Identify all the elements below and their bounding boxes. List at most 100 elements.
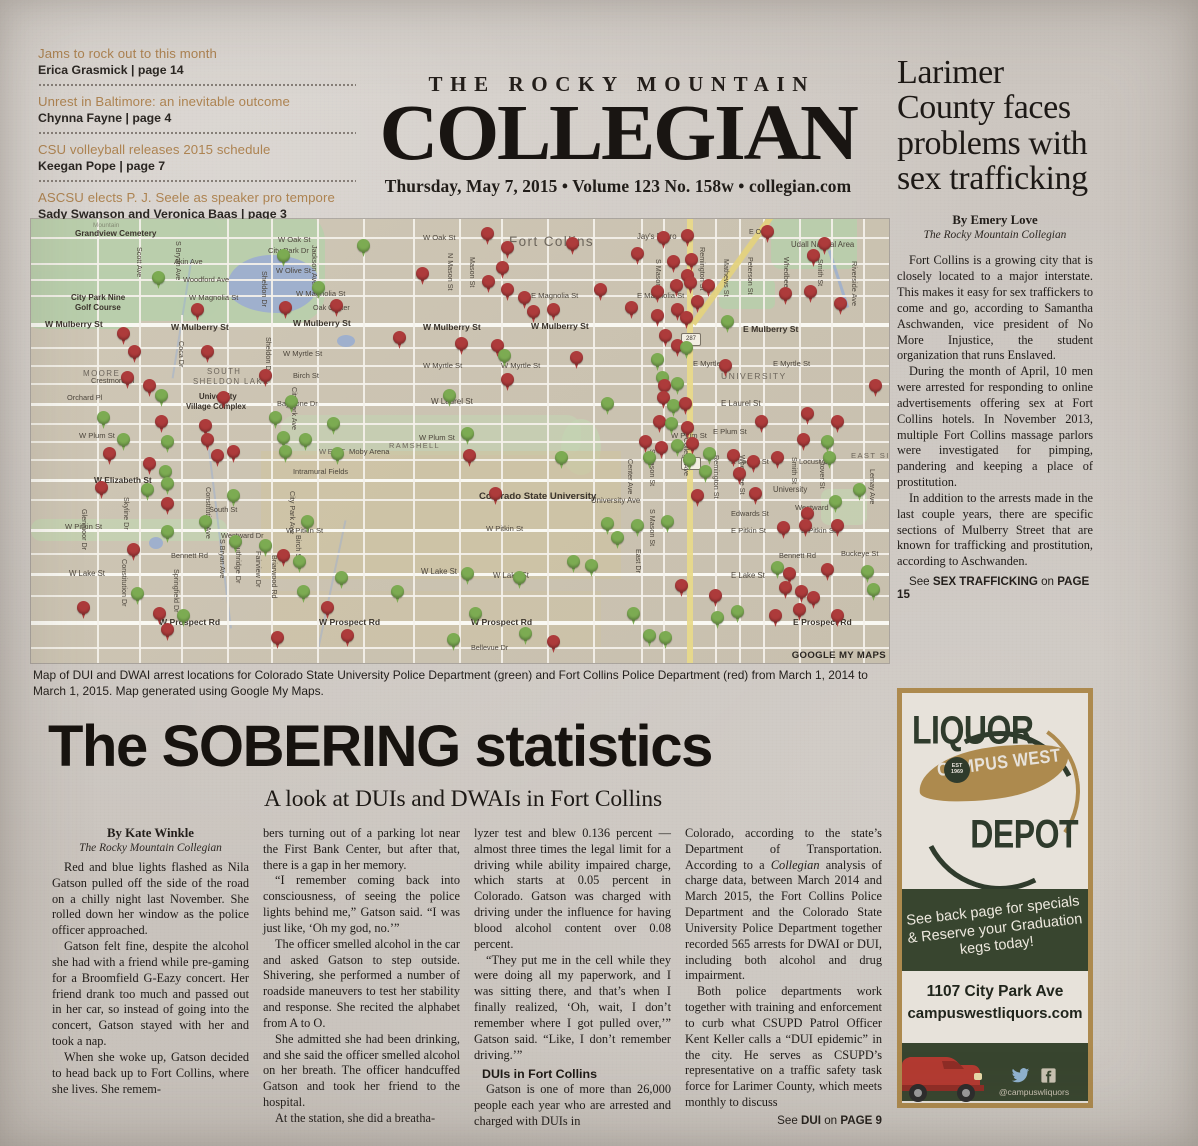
map-pin-fcpd-arrest[interactable]	[651, 285, 664, 303]
map-pin-fcpd-arrest[interactable]	[625, 301, 638, 319]
map-pin-fcpd-arrest[interactable]	[667, 255, 680, 273]
map-pin-fcpd-arrest[interactable]	[547, 303, 560, 321]
teaser-item[interactable]: CSU volleyball releases 2015 schedule Ke…	[38, 142, 356, 190]
map-pin-csupd-arrest[interactable]	[161, 477, 174, 495]
map-pin-fcpd-arrest[interactable]	[749, 487, 762, 505]
map-pin-fcpd-arrest[interactable]	[834, 297, 847, 315]
map-pin-csupd-arrest[interactable]	[853, 483, 866, 501]
map-pin-csupd-arrest[interactable]	[469, 607, 482, 625]
map-pin-fcpd-arrest[interactable]	[161, 497, 174, 515]
map-pin-csupd-arrest[interactable]	[721, 315, 734, 333]
map-pin-fcpd-arrest[interactable]	[482, 275, 495, 293]
map-pin-fcpd-arrest[interactable]	[684, 276, 697, 294]
map-pin-fcpd-arrest[interactable]	[727, 449, 740, 467]
map-pin-csupd-arrest[interactable]	[335, 571, 348, 589]
map-pin-fcpd-arrest[interactable]	[831, 519, 844, 537]
map-pin-csupd-arrest[interactable]	[867, 583, 880, 601]
map-pin-fcpd-arrest[interactable]	[259, 369, 272, 387]
map-pin-fcpd-arrest[interactable]	[686, 437, 699, 455]
map-pin-fcpd-arrest[interactable]	[631, 247, 644, 265]
map-pin-fcpd-arrest[interactable]	[594, 283, 607, 301]
map-pin-fcpd-arrest[interactable]	[153, 607, 166, 625]
map-pin-fcpd-arrest[interactable]	[755, 415, 768, 433]
map-pin-csupd-arrest[interactable]	[97, 411, 110, 429]
map-pin-fcpd-arrest[interactable]	[217, 391, 230, 409]
map-pin-csupd-arrest[interactable]	[285, 395, 298, 413]
map-pin-fcpd-arrest[interactable]	[639, 435, 652, 453]
map-pin-fcpd-arrest[interactable]	[709, 589, 722, 607]
map-pin-fcpd-arrest[interactable]	[161, 623, 174, 641]
map-pin-fcpd-arrest[interactable]	[831, 415, 844, 433]
map-pin-fcpd-arrest[interactable]	[77, 601, 90, 619]
map-pin-fcpd-arrest[interactable]	[793, 603, 806, 621]
facebook-icon[interactable]	[1039, 1066, 1058, 1085]
map-pin-csupd-arrest[interactable]	[301, 515, 314, 533]
map-pin-csupd-arrest[interactable]	[601, 517, 614, 535]
map-pin-fcpd-arrest[interactable]	[279, 301, 292, 319]
map-pin-fcpd-arrest[interactable]	[653, 415, 666, 433]
map-pin-csupd-arrest[interactable]	[667, 399, 680, 417]
map-pin-fcpd-arrest[interactable]	[797, 433, 810, 451]
map-pin-fcpd-arrest[interactable]	[501, 283, 514, 301]
map-pin-csupd-arrest[interactable]	[461, 567, 474, 585]
map-pin-fcpd-arrest[interactable]	[570, 351, 583, 369]
map-pin-csupd-arrest[interactable]	[327, 417, 340, 435]
map-pin-csupd-arrest[interactable]	[331, 447, 344, 465]
map-pin-fcpd-arrest[interactable]	[783, 567, 796, 585]
map-pin-fcpd-arrest[interactable]	[95, 481, 108, 499]
map-pin-fcpd-arrest[interactable]	[191, 303, 204, 321]
map-pin-fcpd-arrest[interactable]	[155, 415, 168, 433]
story-jumpline[interactable]: See DUI on PAGE 9	[685, 1114, 882, 1127]
map-pin-fcpd-arrest[interactable]	[771, 451, 784, 469]
map-pin-csupd-arrest[interactable]	[513, 571, 526, 589]
map-pin-fcpd-arrest[interactable]	[807, 591, 820, 609]
map-pin-csupd-arrest[interactable]	[611, 531, 624, 549]
map-pin-fcpd-arrest[interactable]	[321, 601, 334, 619]
map-pin-csupd-arrest[interactable]	[117, 433, 130, 451]
map-pin-csupd-arrest[interactable]	[659, 631, 672, 649]
map-pin-fcpd-arrest[interactable]	[201, 345, 214, 363]
map-pin-csupd-arrest[interactable]	[711, 611, 724, 629]
map-pin-fcpd-arrest[interactable]	[127, 543, 140, 561]
map-pin-fcpd-arrest[interactable]	[719, 359, 732, 377]
map-pin-fcpd-arrest[interactable]	[341, 629, 354, 647]
map-pin-fcpd-arrest[interactable]	[681, 229, 694, 247]
map-pin-csupd-arrest[interactable]	[443, 389, 456, 407]
map-pin-csupd-arrest[interactable]	[293, 555, 306, 573]
map-pin-fcpd-arrest[interactable]	[659, 329, 672, 347]
map-pin-csupd-arrest[interactable]	[277, 249, 290, 267]
map-pin-csupd-arrest[interactable]	[643, 629, 656, 647]
map-pin-csupd-arrest[interactable]	[671, 439, 684, 457]
map-pin-fcpd-arrest[interactable]	[761, 225, 774, 243]
map-pin-csupd-arrest[interactable]	[861, 565, 874, 583]
map-pin-csupd-arrest[interactable]	[177, 609, 190, 627]
map-pin-fcpd-arrest[interactable]	[651, 309, 664, 327]
map-pin-fcpd-arrest[interactable]	[121, 371, 134, 389]
map-pin-csupd-arrest[interactable]	[585, 559, 598, 577]
map-pin-csupd-arrest[interactable]	[601, 397, 614, 415]
map-pin-fcpd-arrest[interactable]	[657, 391, 670, 409]
map-pin-csupd-arrest[interactable]	[312, 281, 325, 299]
map-pin-fcpd-arrest[interactable]	[393, 331, 406, 349]
map-pin-fcpd-arrest[interactable]	[277, 549, 290, 567]
map-pin-fcpd-arrest[interactable]	[481, 227, 494, 245]
map-pin-fcpd-arrest[interactable]	[491, 339, 504, 357]
map-pin-csupd-arrest[interactable]	[821, 435, 834, 453]
map-pin-fcpd-arrest[interactable]	[227, 445, 240, 463]
map-pin-fcpd-arrest[interactable]	[201, 433, 214, 451]
map-pin-csupd-arrest[interactable]	[269, 411, 282, 429]
map-pin-fcpd-arrest[interactable]	[128, 345, 141, 363]
map-pin-fcpd-arrest[interactable]	[416, 267, 429, 285]
teaser-item[interactable]: Jams to rock out to this month Erica Gra…	[38, 46, 356, 94]
map-pin-csupd-arrest[interactable]	[567, 555, 580, 573]
map-pin-csupd-arrest[interactable]	[555, 451, 568, 469]
map-pin-csupd-arrest[interactable]	[152, 271, 165, 289]
map-pin-csupd-arrest[interactable]	[643, 451, 656, 469]
map-pin-fcpd-arrest[interactable]	[804, 285, 817, 303]
advertisement-campus-west-liquor[interactable]: LIQUOR CAMPUS WEST EST 1969 DEPOT See ba…	[897, 688, 1093, 1108]
map-pin-fcpd-arrest[interactable]	[691, 295, 704, 313]
map-pin-csupd-arrest[interactable]	[771, 561, 784, 579]
map-pin-fcpd-arrest[interactable]	[679, 397, 692, 415]
map-pin-fcpd-arrest[interactable]	[680, 311, 693, 329]
